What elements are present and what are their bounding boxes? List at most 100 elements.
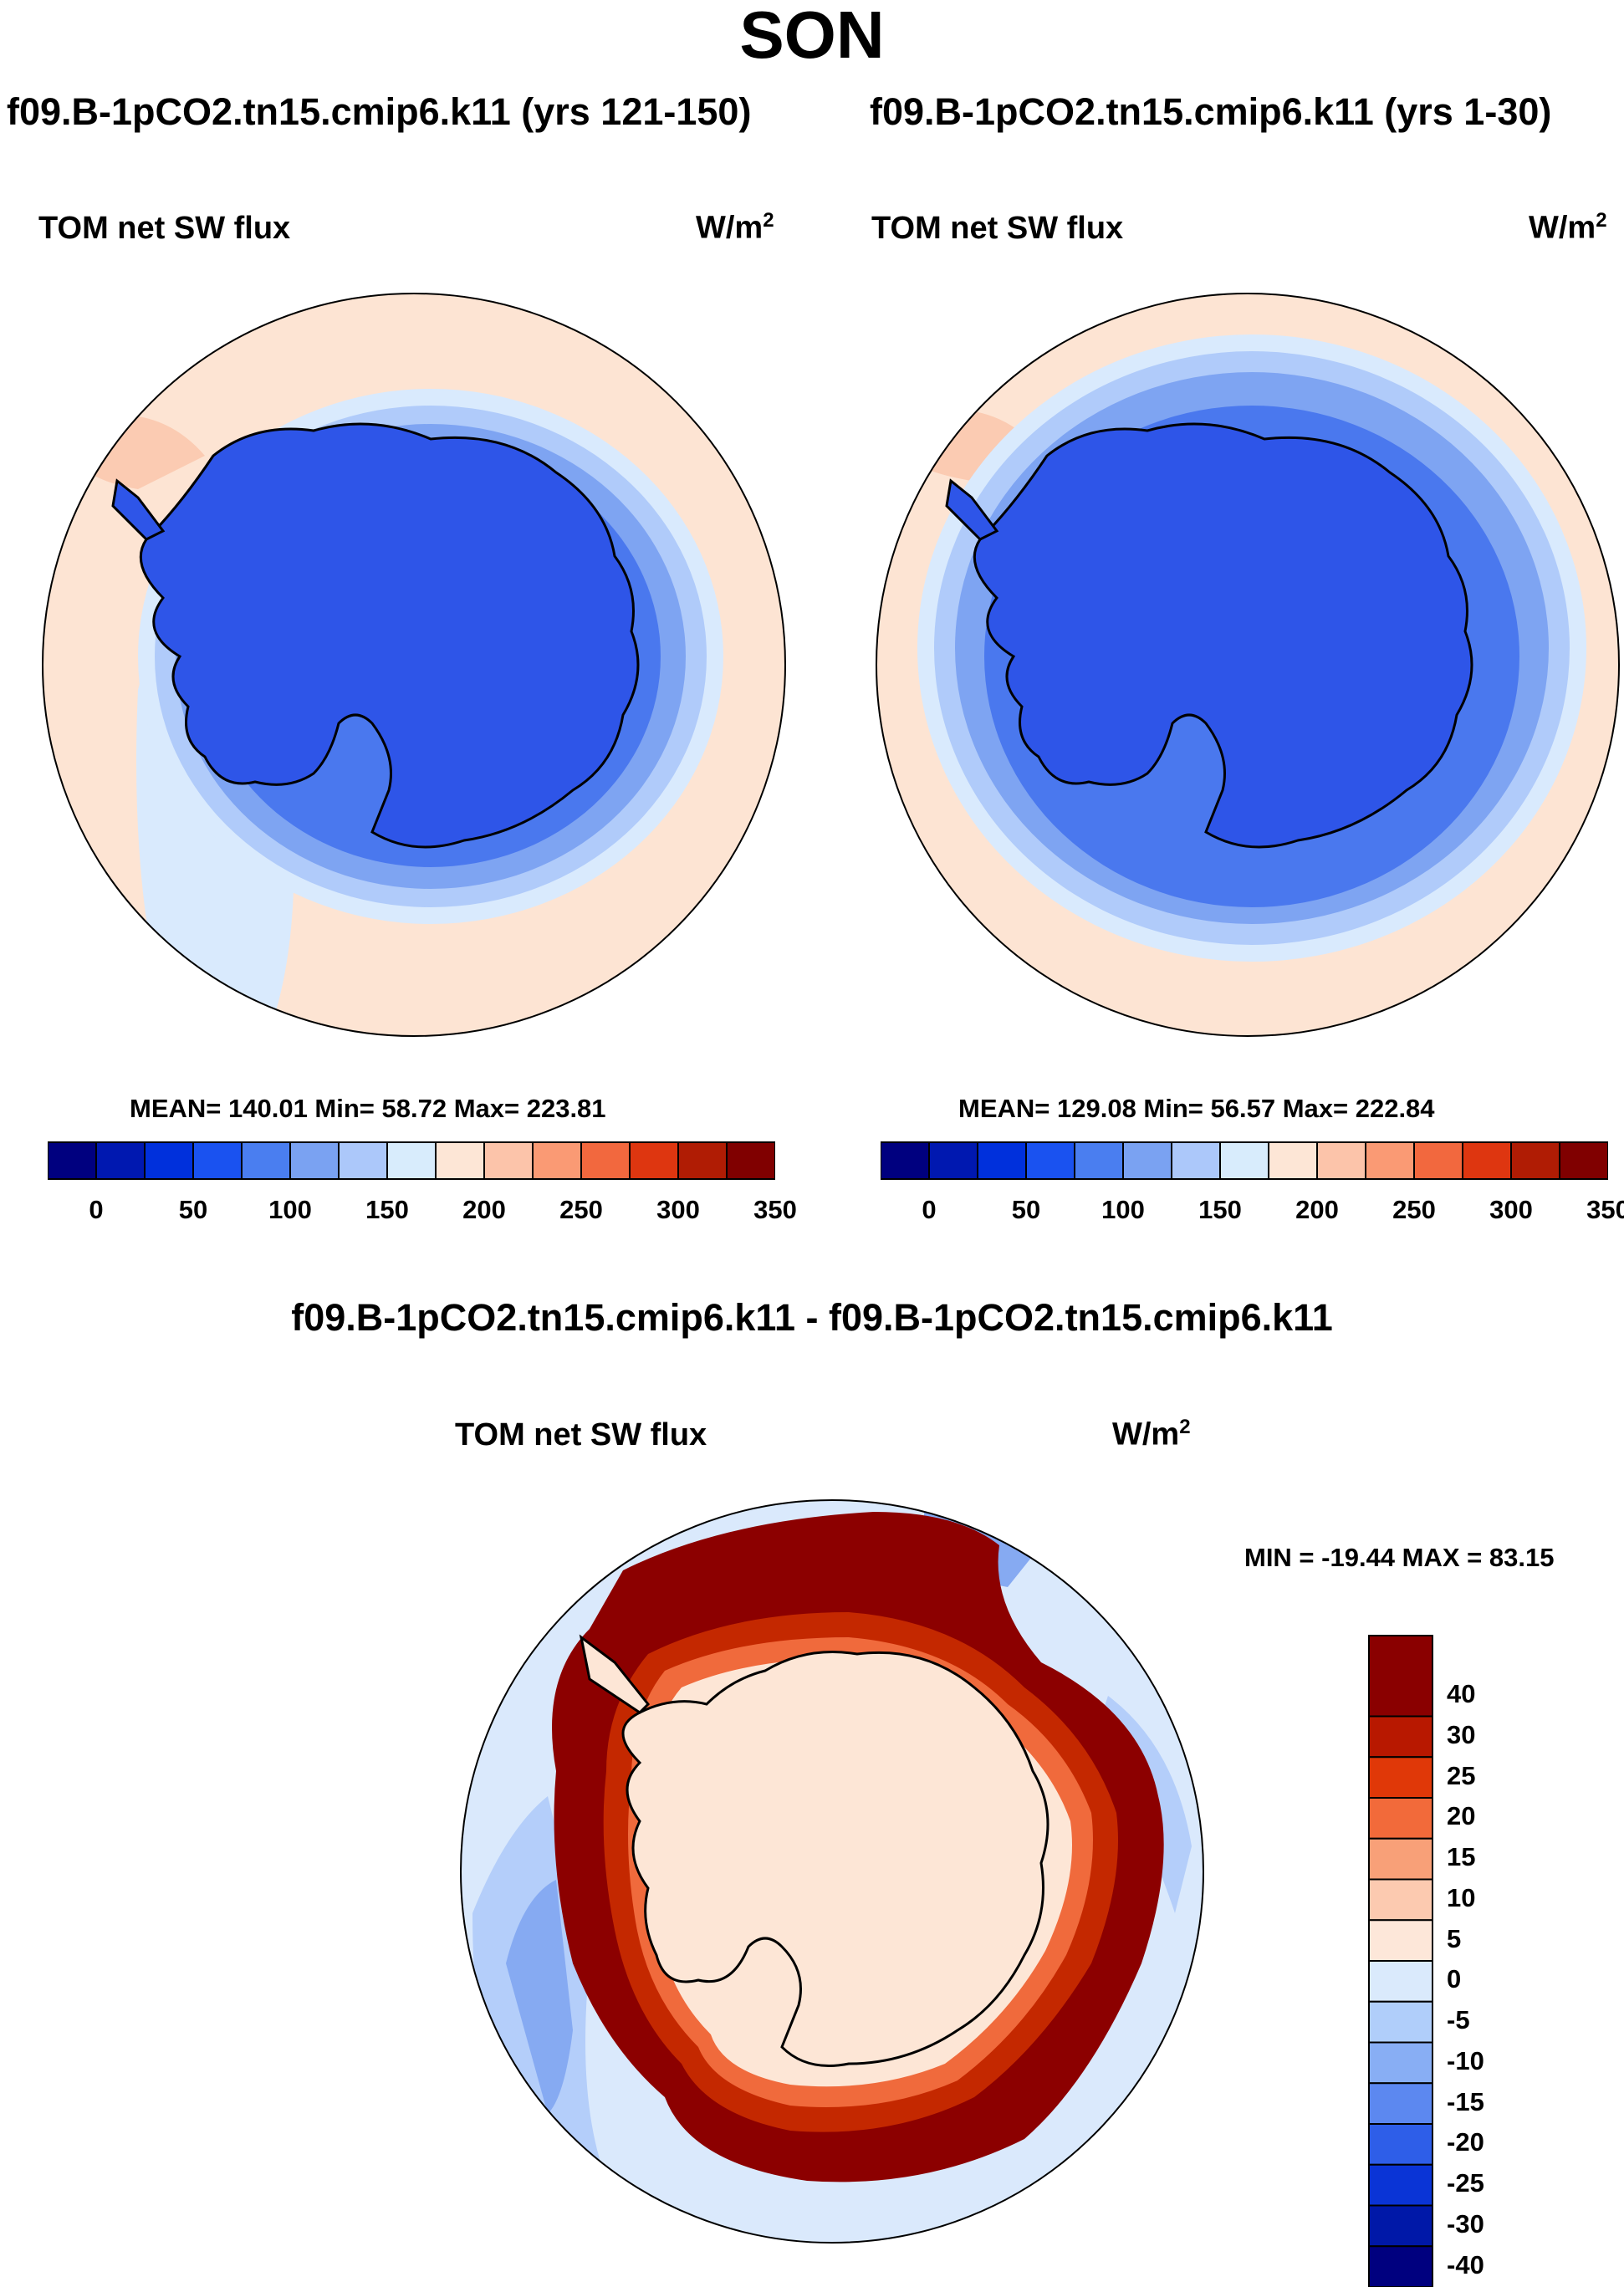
diff-colorbar-tick-label: 5 — [1447, 1923, 1462, 1953]
panel1-colorbar-box — [338, 1141, 388, 1180]
panel1-colorbar-tick-label: 150 — [365, 1195, 409, 1224]
panel1-colorbar-tick-label: 250 — [559, 1195, 603, 1224]
panel1-colorbar-box — [629, 1141, 679, 1180]
panel1-colorbar-box — [386, 1141, 437, 1180]
diff-colorbar-box — [1368, 1635, 1433, 1718]
diff-variable-label: TOM net SW flux — [455, 1417, 707, 1452]
panel1-polar-map — [42, 293, 786, 1037]
diff-units: W/m2 — [1112, 1416, 1191, 1452]
panel2-colorbar-box — [1559, 1141, 1608, 1180]
panel2-colorbar-box — [1074, 1141, 1124, 1180]
panel1-colorbar-tick-label: 350 — [753, 1195, 797, 1224]
panel1-colorbar-tick-label: 50 — [178, 1195, 208, 1224]
diff-colorbar-tick-label: 25 — [1447, 1760, 1476, 1790]
panel2-colorbar-tick-label: 50 — [1011, 1195, 1041, 1224]
panel1-variable-label: TOM net SW flux — [38, 211, 291, 246]
panel2-peninsula — [945, 478, 999, 541]
panel1-colorbar-box — [435, 1141, 485, 1180]
panel1-colorbar — [48, 1141, 775, 1180]
panel1-colorbar-tick-label: 0 — [89, 1195, 104, 1224]
panel2-colorbar-box — [881, 1141, 930, 1180]
panel1-stats: MEAN= 140.01 Min= 58.72 Max= 223.81 — [130, 1094, 606, 1123]
diff-colorbar-box — [1368, 1919, 1433, 1962]
panel2-colorbar-box — [1122, 1141, 1172, 1180]
panel1-colorbar-box — [726, 1141, 775, 1180]
panel2-colorbar-box — [1413, 1141, 1463, 1180]
panel1-colorbar-tick-label: 200 — [462, 1195, 506, 1224]
panel2-colorbar-tick-label: 150 — [1198, 1195, 1242, 1224]
figure-title: SON — [739, 0, 885, 72]
diff-case-title: f09.B-1pCO2.tn15.cmip6.k11 - f09.B-1pCO2… — [291, 1296, 1333, 1339]
panel1-colorbar-box — [483, 1141, 534, 1180]
diff-polar-map — [460, 1499, 1204, 2244]
panel1-colorbar-box — [241, 1141, 291, 1180]
diff-stats: MIN = -19.44 MAX = 83.15 — [1244, 1543, 1555, 1572]
panel1-colorbar-box — [289, 1141, 340, 1180]
diff-colorbar-tick-label: 20 — [1447, 1801, 1476, 1831]
panel2-variable-label: TOM net SW flux — [871, 211, 1124, 246]
diff-colorbar-box — [1368, 2041, 1433, 2085]
panel2-colorbar-box — [1462, 1141, 1512, 1180]
diff-colorbar-tick-label: -30 — [1447, 2208, 1484, 2239]
panel2-polar-map — [876, 293, 1620, 1037]
diff-colorbar-tick-label: 0 — [1447, 1964, 1462, 1994]
diff-colorbar-box — [1368, 1756, 1433, 1799]
diff-colorbar-tick-label: -25 — [1447, 2168, 1484, 2198]
diff-colorbar-tick-label: -5 — [1447, 2005, 1470, 2035]
panel2-colorbar-tick-label: 300 — [1489, 1195, 1533, 1224]
diff-colorbar-box — [1368, 2204, 1433, 2248]
diff-colorbar-box — [1368, 1878, 1433, 1922]
diff-colorbar-box — [1368, 1837, 1433, 1881]
panel2-colorbar-tick-label: 350 — [1586, 1195, 1624, 1224]
diff-colorbar-box — [1368, 2000, 1433, 2044]
panel2-colorbar-box — [977, 1141, 1027, 1180]
diff-colorbar-box — [1368, 1715, 1433, 1759]
diff-colorbar-tick-label: -20 — [1447, 2127, 1484, 2157]
diff-colorbar-box — [1368, 2163, 1433, 2207]
diff-colorbar-tick-label: -40 — [1447, 2249, 1484, 2279]
diff-colorbar-tick-label: 10 — [1447, 1882, 1476, 1912]
diff-colorbar-box — [1368, 1797, 1433, 1840]
panel1-case-title: f09.B-1pCO2.tn15.cmip6.k11 (yrs 121-150) — [7, 90, 752, 133]
diff-continent — [621, 1651, 1049, 2067]
panel2-colorbar — [881, 1141, 1608, 1180]
panel2-colorbar-box — [1171, 1141, 1221, 1180]
panel1-colorbar-box — [48, 1141, 97, 1180]
panel1-colorbar-box — [580, 1141, 631, 1180]
panel2-colorbar-box — [1316, 1141, 1366, 1180]
diff-colorbar-tick-label: 40 — [1447, 1679, 1476, 1709]
panel2-colorbar-tick-label: 0 — [922, 1195, 937, 1224]
panel2-colorbar-box — [1025, 1141, 1075, 1180]
diff-colorbar-tick-label: -10 — [1447, 2045, 1484, 2075]
panel1-colorbar-tick-label: 100 — [268, 1195, 312, 1224]
panel1-colorbar-box — [677, 1141, 728, 1180]
panel2-stats: MEAN= 129.08 Min= 56.57 Max= 222.84 — [958, 1094, 1435, 1123]
diff-colorbar-tick-label: 30 — [1447, 1719, 1476, 1749]
diff-colorbar-tick-label: 15 — [1447, 1842, 1476, 1872]
panel2-colorbar-box — [1219, 1141, 1269, 1180]
diff-colorbar-tick-label: -15 — [1447, 2086, 1484, 2116]
panel2-colorbar-box — [1268, 1141, 1318, 1180]
panel2-colorbar-box — [1510, 1141, 1560, 1180]
panel1-peninsula — [111, 478, 166, 541]
diff-colorbar-box — [1368, 2123, 1433, 2166]
panel1-colorbar-box — [532, 1141, 582, 1180]
diff-blue-patch-left-dark — [506, 1880, 573, 2114]
panel2-colorbar-tick-label: 250 — [1392, 1195, 1436, 1224]
diff-peninsula — [579, 1634, 651, 1714]
panel2-colorbar-tick-label: 100 — [1101, 1195, 1145, 1224]
panel2-colorbar-box — [1365, 1141, 1415, 1180]
panel1-colorbar-box — [192, 1141, 243, 1180]
panel1-continent — [139, 422, 640, 849]
panel2-continent — [973, 422, 1473, 849]
panel1-units: W/m2 — [696, 209, 774, 246]
panel2-colorbar-box — [928, 1141, 978, 1180]
diff-colorbar — [1368, 1635, 1433, 2287]
panel2-units: W/m2 — [1529, 209, 1607, 246]
panel2-case-title: f09.B-1pCO2.tn15.cmip6.k11 (yrs 1-30) — [870, 90, 1552, 133]
panel1-colorbar-box — [95, 1141, 146, 1180]
panel2-colorbar-tick-label: 200 — [1295, 1195, 1339, 1224]
panel1-colorbar-box — [144, 1141, 194, 1180]
diff-colorbar-box — [1368, 1960, 1433, 2003]
panel1-colorbar-tick-label: 300 — [656, 1195, 700, 1224]
